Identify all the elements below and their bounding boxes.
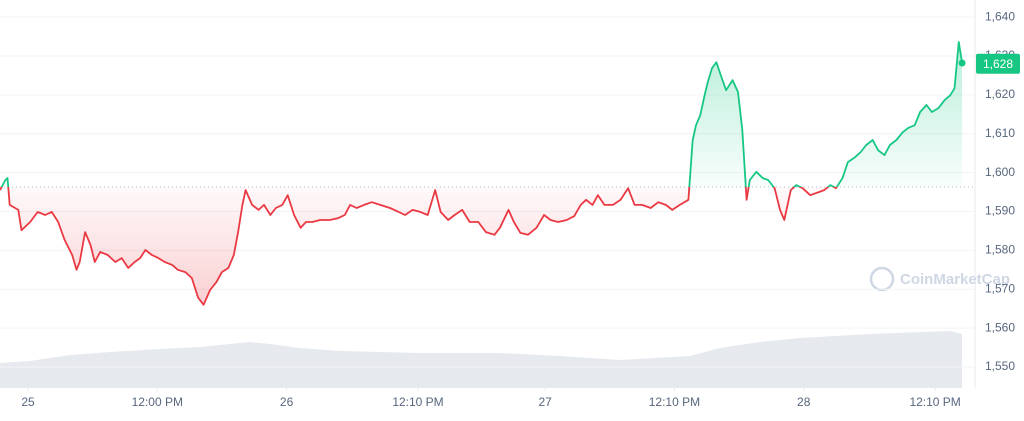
x-tick-label: 12:00 PM xyxy=(132,395,183,409)
x-tick-label: 12:10 PM xyxy=(909,395,960,409)
x-tick-label: 27 xyxy=(538,395,552,409)
y-tick-label: 1,600 xyxy=(985,165,1015,179)
watermark-logo xyxy=(869,266,895,292)
price-label-box xyxy=(976,53,1020,74)
volume xyxy=(0,331,962,388)
y-tick-label: 1,610 xyxy=(985,126,1015,140)
volume-area xyxy=(0,331,962,388)
last-point xyxy=(958,59,966,67)
y-tick-label: 1,580 xyxy=(985,243,1015,257)
watermark: CoinMarketCap xyxy=(869,266,1010,292)
price-label: 1,628 xyxy=(983,57,1013,71)
y-tick-label: 1,550 xyxy=(985,359,1015,373)
y-tick-label: 1,560 xyxy=(985,320,1015,334)
y-tick-label: 1,570 xyxy=(985,281,1015,295)
x-tick-label: 12:10 PM xyxy=(392,395,443,409)
y-tick-label: 1,590 xyxy=(985,204,1015,218)
x-tick-label: 26 xyxy=(280,395,294,409)
y-tick-label: 1,620 xyxy=(985,87,1015,101)
watermark-text: CoinMarketCap xyxy=(900,271,1010,288)
price-line xyxy=(0,41,963,306)
x-tick-label: 28 xyxy=(797,395,811,409)
x-tick-label: 12:10 PM xyxy=(649,395,700,409)
price-area xyxy=(0,42,963,305)
x-tick-label: 25 xyxy=(21,395,35,409)
y-tick-label: 1,640 xyxy=(985,9,1015,23)
